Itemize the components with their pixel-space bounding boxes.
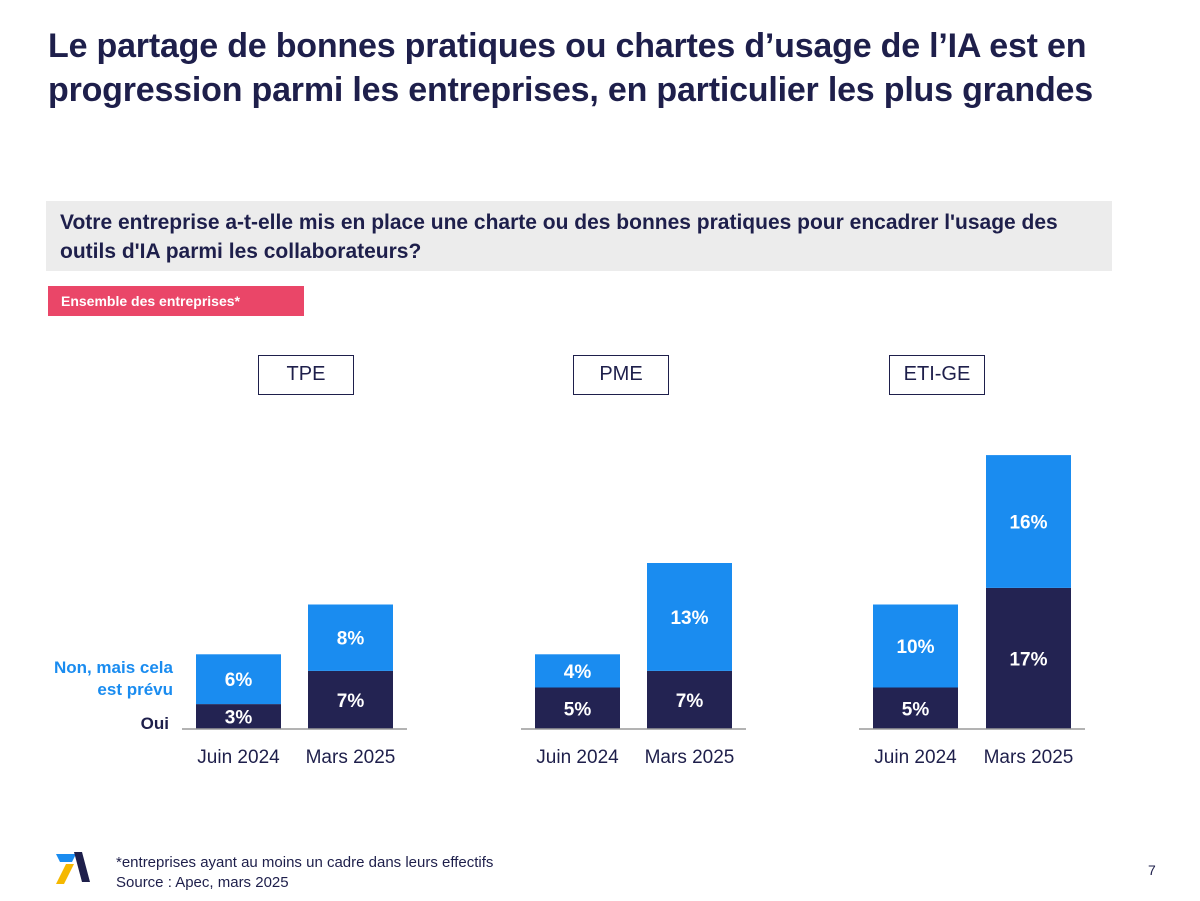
bar-prevu-tpe-0	[196, 654, 281, 705]
category-label-tpe-0: Juin 2024	[197, 747, 280, 768]
survey-question: Votre entreprise a-t-elle mis en place u…	[46, 201, 1112, 271]
bar-prevu-eti-ge-0	[873, 604, 958, 688]
label-oui-tpe-0: 3%	[225, 708, 253, 729]
category-label-tpe-1: Mars 2025	[306, 747, 396, 768]
bar-prevu-pme-0	[535, 654, 620, 688]
page-title: Le partage de bonnes pratiques ou charte…	[48, 27, 1093, 109]
label-oui-pme-0: 5%	[564, 699, 592, 720]
legend-oui: Oui	[140, 714, 169, 733]
footnote-source: Source : Apec, mars 2025	[116, 874, 289, 891]
apec-logo-icon	[56, 852, 90, 884]
label-prevu-eti-ge-1: 16%	[1009, 513, 1047, 534]
footnote: *entreprises ayant au moins un cadre dan…	[116, 853, 493, 893]
bar-oui-pme-0	[535, 687, 620, 729]
label-prevu-pme-0: 4%	[564, 662, 592, 683]
group-label-pme: PME	[573, 355, 669, 395]
label-prevu-eti-ge-0: 10%	[896, 637, 934, 658]
category-label-eti-ge-1: Mars 2025	[984, 747, 1074, 768]
bar-oui-tpe-1	[308, 670, 393, 729]
label-oui-tpe-1: 7%	[337, 691, 365, 712]
group-label-eti-ge: ETI-GE	[889, 355, 985, 395]
footnote-note: *entreprises ayant au moins un cadre dan…	[116, 854, 494, 871]
bar-prevu-tpe-1	[308, 604, 393, 671]
category-label-pme-0: Juin 2024	[536, 747, 619, 768]
legend-prevu: Non, mais cela est prévu	[53, 658, 173, 699]
page-number: 7	[1148, 862, 1156, 878]
label-oui-pme-1: 7%	[676, 691, 704, 712]
bar-oui-eti-ge-0	[873, 687, 958, 729]
label-prevu-tpe-1: 8%	[337, 629, 365, 650]
scope-badge: Ensemble des entreprises*	[48, 286, 304, 316]
group-label-tpe: TPE	[258, 355, 354, 395]
bar-oui-pme-1	[647, 670, 732, 729]
label-oui-eti-ge-1: 17%	[1009, 649, 1047, 670]
bar-oui-eti-ge-1	[986, 587, 1071, 729]
label-prevu-tpe-0: 6%	[225, 670, 253, 691]
label-oui-eti-ge-0: 5%	[902, 699, 930, 720]
category-label-eti-ge-0: Juin 2024	[874, 747, 957, 768]
category-label-pme-1: Mars 2025	[645, 747, 735, 768]
bar-prevu-pme-1	[647, 563, 732, 671]
bar-oui-tpe-0	[196, 704, 281, 729]
label-prevu-pme-1: 13%	[670, 608, 708, 629]
bar-prevu-eti-ge-1	[986, 455, 1071, 588]
